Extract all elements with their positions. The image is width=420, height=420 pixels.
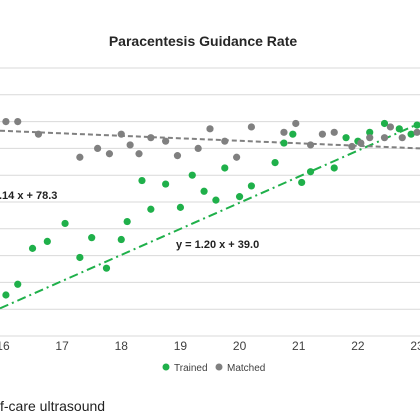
data-point-trained xyxy=(366,128,374,136)
data-point-trained xyxy=(212,196,220,204)
scatter-chart: 16 17 18 19 20 21 22 23 Paracentesis Guidance R… xyxy=(0,33,420,374)
data-point-matched xyxy=(366,134,374,142)
data-point-trained xyxy=(14,280,22,288)
data-point-matched xyxy=(221,137,229,145)
data-point-trained xyxy=(176,203,185,211)
matched-trend-equation: .14 x + 78.3 xyxy=(0,190,57,202)
data-point-trained xyxy=(2,291,10,299)
data-point-trained xyxy=(289,130,297,138)
data-point-matched xyxy=(318,130,326,138)
data-point-trained xyxy=(123,217,131,226)
x-tick-label: 22 xyxy=(351,339,365,353)
data-point-matched xyxy=(380,134,389,142)
data-point-trained xyxy=(342,134,350,142)
data-point-matched xyxy=(247,123,256,131)
data-point-matched xyxy=(357,139,365,147)
x-tick-label: 23 xyxy=(410,339,420,353)
data-point-trained xyxy=(61,219,69,228)
data-point-trained xyxy=(235,193,244,201)
data-point-matched xyxy=(173,152,182,160)
data-point-matched xyxy=(105,150,114,158)
data-point-trained xyxy=(395,125,403,133)
data-point-trained xyxy=(247,182,256,190)
x-tick-label: 16 xyxy=(0,339,10,353)
trained-trend-equation: y = 1.20 x + 39.0 xyxy=(176,239,259,251)
data-point-trained xyxy=(407,130,415,138)
legend-label-matched: Matched xyxy=(227,363,265,374)
data-point-trained xyxy=(162,180,170,188)
x-tick-label: 21 xyxy=(292,339,306,353)
data-point-trained xyxy=(28,244,37,252)
data-point-trained xyxy=(102,264,111,272)
data-point-trained xyxy=(330,164,338,172)
trendline-matched xyxy=(0,129,420,150)
data-point-matched xyxy=(398,134,406,142)
data-point-trained xyxy=(188,171,196,179)
legend: Trained Matched xyxy=(162,363,265,374)
data-point-matched xyxy=(233,153,241,161)
data-points xyxy=(2,118,420,299)
data-point-trained xyxy=(43,237,51,245)
data-point-matched xyxy=(280,128,288,136)
legend-marker-matched xyxy=(215,363,223,371)
data-point-trained xyxy=(280,139,288,147)
figure-caption: f-care ultrasound xyxy=(0,398,106,414)
data-point-matched xyxy=(306,141,315,149)
data-point-matched xyxy=(126,141,134,149)
x-tick-label: 20 xyxy=(233,339,247,353)
legend-label-trained: Trained xyxy=(174,363,208,374)
x-axis-ticks: 16 17 18 19 20 21 22 23 xyxy=(0,339,420,353)
data-point-trained xyxy=(200,187,208,195)
x-tick-label: 18 xyxy=(115,339,129,353)
data-point-matched xyxy=(292,119,300,128)
data-point-trained xyxy=(117,235,125,244)
trendline-trained xyxy=(0,122,420,310)
data-point-matched xyxy=(330,128,338,136)
data-point-matched xyxy=(117,130,125,138)
x-tick-label: 17 xyxy=(55,339,69,353)
data-point-matched xyxy=(94,144,102,152)
x-tick-label: 19 xyxy=(174,339,188,353)
data-point-trained xyxy=(380,119,389,128)
data-point-matched xyxy=(386,123,395,131)
gridlines xyxy=(0,67,420,337)
chart-title: Paracentesis Guidance Rate xyxy=(109,33,298,49)
data-point-matched xyxy=(348,142,356,151)
data-point-trained xyxy=(138,176,146,185)
data-point-trained xyxy=(147,205,155,213)
data-point-trained xyxy=(298,178,306,187)
legend-marker-trained xyxy=(162,363,170,371)
data-point-matched xyxy=(147,134,155,142)
data-point-matched xyxy=(14,118,22,126)
data-point-matched xyxy=(2,118,10,126)
data-point-matched xyxy=(162,137,170,145)
data-point-trained xyxy=(306,168,315,176)
chart-area: 16 17 18 19 20 21 22 23 Paracentesis Guidance R… xyxy=(0,33,420,374)
data-point-matched xyxy=(194,144,202,152)
data-point-matched xyxy=(135,150,143,158)
data-point-matched xyxy=(206,125,214,133)
data-point-matched xyxy=(413,128,420,136)
data-point-trained xyxy=(271,159,279,167)
trendlines xyxy=(0,122,420,310)
data-point-trained xyxy=(221,164,229,172)
data-point-trained xyxy=(413,121,420,129)
data-point-trained xyxy=(88,234,96,242)
data-point-matched xyxy=(34,130,43,138)
data-point-matched xyxy=(76,153,84,161)
data-point-trained xyxy=(76,253,84,262)
